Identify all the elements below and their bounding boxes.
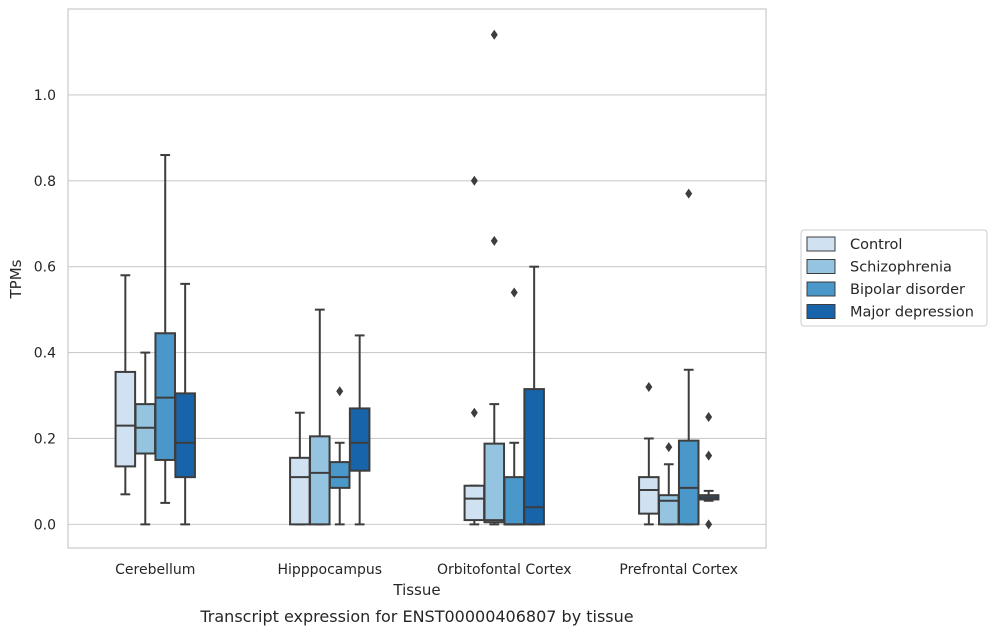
box-2-0 [463, 175, 486, 526]
outlier-point [665, 442, 673, 453]
box-body [677, 439, 700, 526]
legend-label: Bipolar disorder [850, 282, 965, 298]
outlier-point [645, 381, 653, 392]
legend-label: Schizophrenia [850, 260, 952, 276]
box-body [289, 456, 311, 526]
outlier-point [705, 412, 713, 423]
box-body [174, 392, 196, 479]
box-body [154, 332, 176, 461]
legend-swatch [806, 281, 836, 297]
box-body [348, 407, 371, 472]
legend: Control Schizophrenia Bipolar disorder Majo… [800, 229, 988, 327]
x-tick-label: Orbitofontal Cortex [437, 562, 572, 578]
legend-swatch [806, 236, 836, 252]
box-1-0 [289, 411, 311, 526]
box-3-2 [677, 188, 700, 526]
outlier-point [470, 175, 478, 186]
box-0-0 [114, 274, 137, 496]
box-2-1 [483, 29, 506, 526]
outlier-point [685, 188, 693, 199]
box-body [328, 461, 351, 489]
outlier-point [336, 386, 344, 397]
box-2-3 [523, 265, 545, 526]
y-tick-label: 0.2 [34, 431, 56, 447]
y-tick-label: 0.0 [34, 517, 56, 533]
outlier-point [470, 407, 478, 418]
box-body [114, 370, 137, 468]
legend-frame [800, 229, 988, 327]
box-3-0 [638, 381, 660, 526]
x-tick-label: Prefrontal Cortex [619, 562, 738, 578]
box-body [523, 388, 545, 526]
outlier-point [490, 235, 498, 246]
x-tick-labels: Cerebellum Hipppocampus Orbitofontal Corte… [115, 562, 738, 578]
legend-swatch [806, 304, 836, 319]
y-tick-labels: 0.0 0.2 0.4 0.6 0.8 1.0 [34, 88, 56, 533]
box-1-1 [309, 308, 331, 526]
legend-label: Control [850, 237, 902, 253]
chart-caption: Transcript expression for ENST0000040680… [199, 607, 633, 626]
box-0-2 [154, 154, 176, 504]
outlier-point [705, 450, 713, 461]
x-tick-label: Hipppocampus [277, 562, 382, 578]
y-axis-title: TPMs [7, 259, 25, 299]
box-3-3 [697, 412, 720, 530]
box-3-1 [658, 442, 680, 526]
box-2-2 [503, 287, 525, 526]
box-0-1 [134, 351, 157, 526]
x-tick-label: Cerebellum [115, 562, 195, 578]
box-body [309, 435, 331, 526]
box-body [483, 442, 506, 524]
box-body [463, 484, 486, 522]
outlier-point [510, 287, 518, 298]
y-tick-label: 0.6 [34, 260, 56, 276]
y-tick-label: 0.8 [34, 174, 56, 190]
y-tick-label: 0.4 [34, 346, 56, 362]
box-body [638, 476, 660, 515]
plot-frame [67, 8, 767, 549]
outlier-point [490, 29, 498, 40]
box-1-3 [348, 334, 371, 526]
box-body [503, 476, 525, 526]
legend-swatch [806, 259, 836, 274]
box-1-2 [328, 386, 351, 526]
plot-boxes [114, 29, 720, 530]
box-body [134, 403, 157, 455]
box-body [658, 494, 680, 526]
box-0-3 [174, 282, 196, 526]
y-tick-label: 1.0 [34, 88, 56, 104]
outlier-point [705, 519, 713, 530]
x-axis-title: Tissue [392, 581, 440, 599]
legend-label: Major depression [850, 305, 974, 321]
